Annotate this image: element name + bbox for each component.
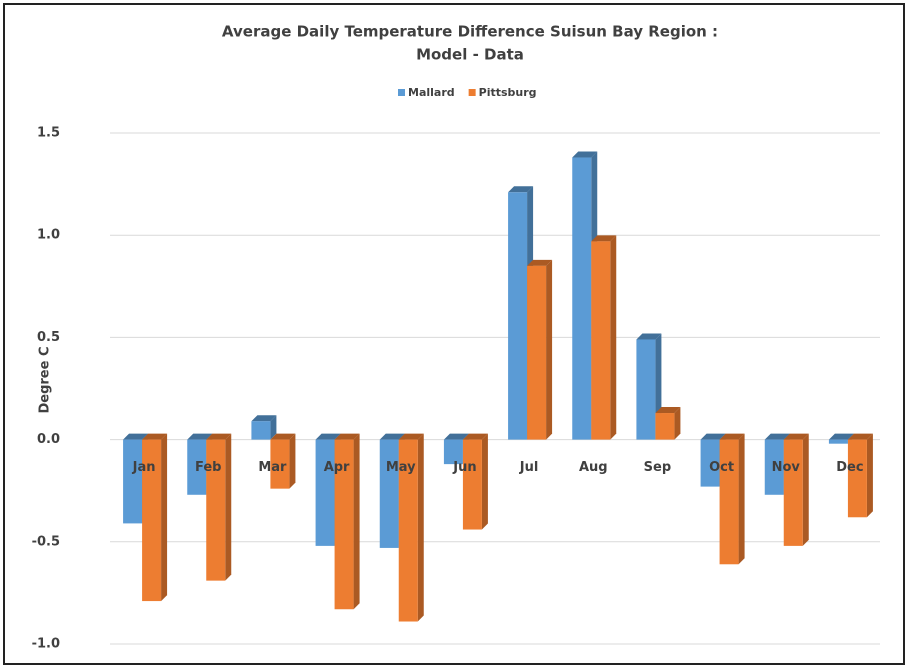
y-tick-label: -0.5 <box>32 534 60 549</box>
bar <box>847 439 867 518</box>
x-tick-label: Aug <box>579 460 608 475</box>
legend-swatch <box>468 89 476 96</box>
bar-side <box>289 433 296 489</box>
bar-side <box>353 433 360 610</box>
bar <box>379 439 399 548</box>
x-tick-label: Jan <box>132 460 156 475</box>
bar <box>508 192 528 440</box>
y-tick-label: 1.0 <box>37 228 60 243</box>
x-tick-label: Feb <box>195 460 221 475</box>
x-tick-label: Apr <box>324 460 350 475</box>
y-axis-label: Degree C <box>38 346 53 413</box>
bar-top <box>828 433 854 440</box>
x-tick-label: Dec <box>836 460 863 475</box>
bar-top <box>847 433 873 440</box>
bar-top <box>527 259 553 266</box>
bar-side <box>866 433 873 518</box>
bar-top <box>123 433 149 440</box>
x-tick-label: Nov <box>772 460 801 475</box>
bar-side <box>225 433 232 581</box>
y-tick-label: 0.0 <box>37 432 60 447</box>
legend-swatch <box>398 89 405 96</box>
bar <box>700 439 720 487</box>
bar <box>251 421 271 440</box>
bar <box>270 439 290 489</box>
bar-top <box>251 415 277 422</box>
bar <box>443 439 463 465</box>
bar <box>719 439 739 565</box>
bar-top <box>764 433 790 440</box>
bar <box>828 439 848 444</box>
bar <box>655 413 675 440</box>
y-tick-label: 1.5 <box>37 126 60 141</box>
bar-top <box>398 433 424 440</box>
bar <box>591 241 611 440</box>
bar <box>783 439 803 546</box>
x-tick-label: Mar <box>258 460 287 475</box>
bar <box>142 439 162 602</box>
bar-top <box>206 433 232 440</box>
bar-top <box>572 151 598 158</box>
bar-top <box>142 433 168 440</box>
x-tick-label: Oct <box>709 460 734 475</box>
bar-top <box>187 433 213 440</box>
bar <box>206 439 226 581</box>
bar-side <box>417 433 424 622</box>
legend-label: Pittsburg <box>479 86 537 99</box>
bar-side <box>674 407 681 440</box>
bar-top <box>783 433 809 440</box>
x-tick-label: Jul <box>519 460 539 475</box>
bar <box>123 439 143 524</box>
bar <box>462 439 482 530</box>
y-tick-label: 0.5 <box>37 330 60 345</box>
bar-top <box>379 433 405 440</box>
bar <box>636 339 656 440</box>
bar <box>398 439 418 622</box>
bar-side <box>481 433 488 530</box>
chart-frame <box>3 3 905 665</box>
bar-top <box>700 433 726 440</box>
bar-side <box>161 433 168 602</box>
bar-side <box>610 235 617 440</box>
bar-top <box>591 235 617 242</box>
bar-top <box>655 407 681 414</box>
bar-top <box>462 433 488 440</box>
x-tick-label: May <box>386 460 416 475</box>
y-tick-label: -1.0 <box>32 637 60 652</box>
bar <box>187 439 207 495</box>
legend: Mallard Pittsburg <box>398 86 537 99</box>
x-tick-label: Jun <box>452 460 476 475</box>
bar-side <box>738 433 745 565</box>
bar-top <box>315 433 341 440</box>
bar <box>334 439 354 610</box>
chart-title: Average Daily Temperature Difference Sui… <box>222 23 718 41</box>
bar-top <box>719 433 745 440</box>
legend-label: Mallard <box>408 86 455 99</box>
bar-top <box>508 186 534 193</box>
bar <box>764 439 784 495</box>
x-tick-label: Sep <box>644 460 672 475</box>
bar <box>315 439 335 546</box>
bar-top <box>636 333 662 340</box>
bar-side <box>546 259 553 440</box>
bar-top <box>443 433 469 440</box>
bar-side <box>802 433 809 546</box>
bar-top <box>270 433 296 440</box>
chart-title: Model - Data <box>416 46 524 64</box>
bar <box>572 157 592 440</box>
bar-side <box>270 415 277 440</box>
bar <box>527 265 547 440</box>
bar-top <box>334 433 360 440</box>
